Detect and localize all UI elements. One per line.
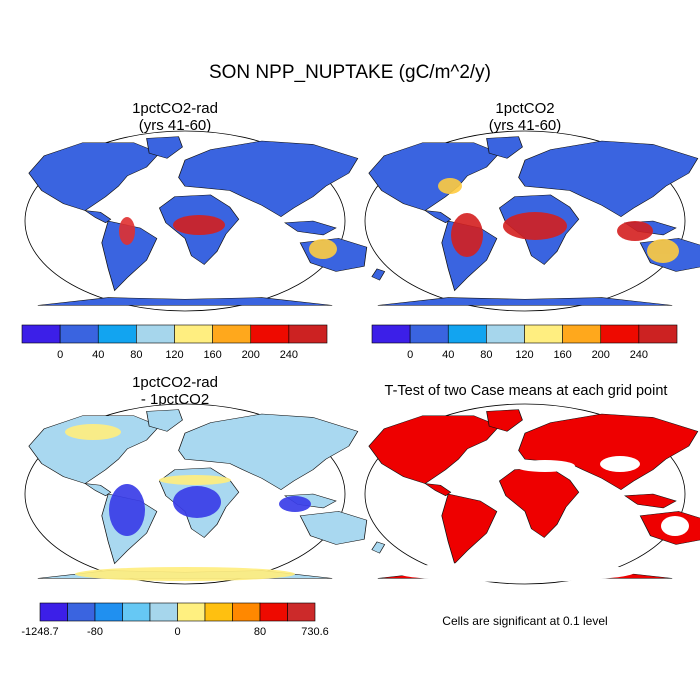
panel-2-title: 1pctCO2 (yrs 41-60) [488,100,562,134]
colorbar-swatch [204,602,233,622]
hotspots-tropics [438,178,679,263]
colorbar-tick-label: 40 [442,349,454,361]
colorbar-tick-label: 120 [515,349,533,361]
colorbar-swatch [371,324,411,344]
significance-note: Cells are significant at 0.1 level [442,614,608,628]
map-difference [24,403,386,585]
colorbar-swatch [136,324,175,344]
colorbar-tick-label: 0 [174,626,180,638]
colorbar-swatch [600,324,640,344]
colorbar-swatch [232,602,261,622]
colorbar-swatch [21,324,61,344]
colorbar-tick-label: 240 [280,349,298,361]
colorbar-swatch [39,602,68,622]
colorbar-tick-label: 120 [165,349,183,361]
panel-4-title: T-Test of two Case means at each grid po… [384,383,668,399]
colorbar-swatch [288,324,328,344]
colorbar-swatch [562,324,602,344]
colorbar-tick-label: 160 [203,349,221,361]
colorbar-tick-label: 0 [407,349,413,361]
colorbar-swatch [447,324,487,344]
colorbar-tick-label: 160 [553,349,571,361]
colorbar-swatch [638,324,678,344]
difference-patterns [65,424,311,581]
colorbar-swatch [524,324,563,344]
colorbar-swatch [94,602,123,622]
main-title: SON NPP_NUPTAKE (gC/m^2/y) [208,62,491,83]
insignificant-cells [395,456,689,582]
colorbar-swatch [486,324,525,344]
map-ttest [364,403,700,585]
colorbar-tick-label: 240 [630,349,648,361]
colorbar-tick-label: 200 [592,349,610,361]
colorbar-tick-label: 0 [57,349,63,361]
colorbar-tick-label: 80 [480,349,492,361]
colorbar-swatch [250,324,290,344]
colorbar-swatch [287,602,316,622]
colorbar-tick-label: 80 [130,349,142,361]
colorbar-panel-2: 0 40 80 120 160 200 240 [371,324,678,361]
colorbar-swatch [174,324,213,344]
colorbar-tick-label: 730.6 [301,626,329,638]
colorbar-tick-label: 80 [254,626,266,638]
colorbar-swatch [97,324,137,344]
colorbar-panel-1: 0 40 80 120 160 200 240 [21,324,328,361]
colorbar-swatch [259,602,288,622]
hotspots-tropics [119,215,337,259]
colorbar-swatch [122,602,151,622]
colorbar-panel-3: -1248.7 -80 0 80 730.6 [21,602,329,638]
colorbar-tick-label: -80 [87,626,103,638]
colorbar-swatch [59,324,99,344]
colorbar-tick-label: 200 [242,349,260,361]
map-1pctco2 [364,130,700,312]
map-1pctco2-rad [24,130,386,312]
colorbar-swatch [177,602,206,622]
colorbar-swatch [67,602,96,622]
colorbar-tick-label: 40 [92,349,104,361]
colorbar-swatch [212,324,252,344]
colorbar-swatch [409,324,449,344]
colorbar-swatch [149,602,178,622]
panel-1-title: 1pctCO2-rad (yrs 41-60) [132,100,218,134]
colorbar-tick-label: -1248.7 [21,626,58,638]
